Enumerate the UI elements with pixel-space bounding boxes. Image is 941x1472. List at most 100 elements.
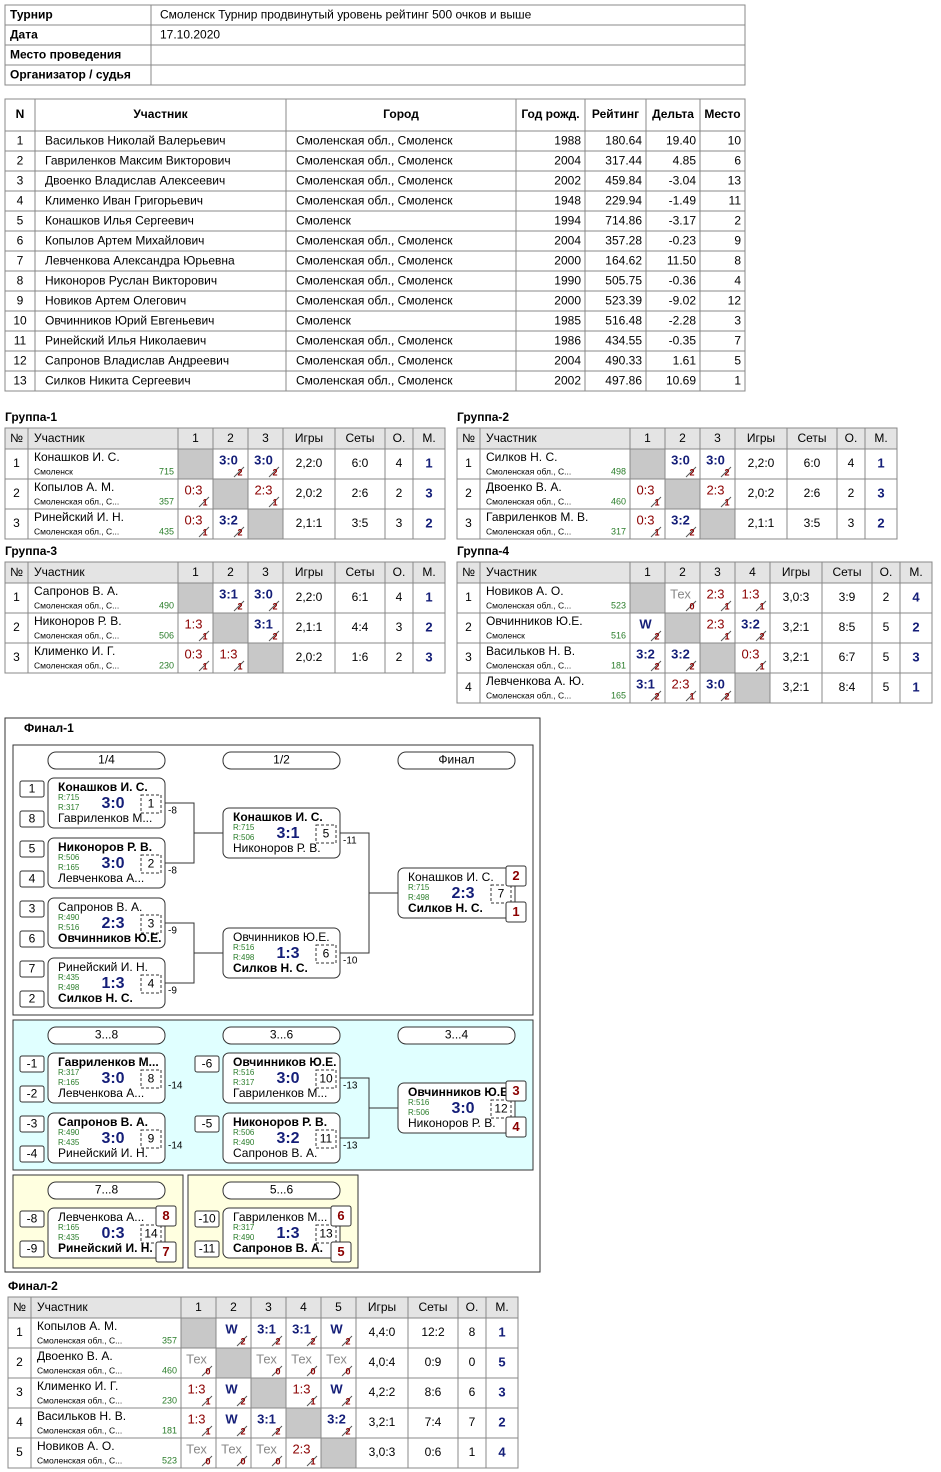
- table-text: 2004: [554, 354, 581, 368]
- cell: [479, 612, 631, 644]
- column-header: Участник: [486, 431, 537, 445]
- player-rating: R:317: [233, 1223, 255, 1232]
- player-rating: 230: [162, 1395, 177, 1405]
- row-number: 2: [465, 620, 472, 634]
- sets: 6:0: [352, 456, 369, 470]
- games: 3,2:1: [369, 1415, 396, 1429]
- cell: [30, 1407, 182, 1439]
- player-name: Никоноров Р. В.: [34, 614, 122, 628]
- cell: [407, 1377, 459, 1409]
- score-slash: [650, 690, 662, 702]
- cell: [27, 582, 179, 614]
- player-rating: 317: [611, 526, 626, 536]
- cell: [355, 1407, 409, 1439]
- match-number: 8: [148, 1072, 155, 1086]
- player-name: Гавриленков М...: [58, 811, 152, 825]
- match-box: [47, 777, 166, 829]
- table-text: Копылов Артем Михайлович: [45, 234, 204, 248]
- player-rating: 357: [162, 1335, 177, 1345]
- score-points: 2: [237, 467, 242, 477]
- header-cell: [4, 98, 36, 132]
- score: 3:0: [254, 586, 273, 601]
- player-name: Никоноров Р. В.: [58, 840, 152, 854]
- score-slash: [233, 600, 245, 612]
- player-rating: R:490: [233, 1138, 255, 1147]
- match-box: [222, 1207, 341, 1259]
- match-box: [397, 1082, 516, 1134]
- score-points: 1: [237, 661, 242, 671]
- seed-box: [19, 1210, 45, 1228]
- table-text: -9.02: [669, 294, 697, 308]
- table-text: 1: [734, 374, 741, 388]
- cell: [282, 612, 336, 644]
- table-text: 9: [17, 294, 24, 308]
- points: 4: [396, 456, 403, 470]
- score-slash: [201, 1365, 213, 1377]
- table-text: Смоленская обл., Смоленск: [296, 374, 453, 388]
- diagonal-cell: [664, 612, 701, 644]
- cell: [412, 582, 446, 614]
- player-rating: R:317: [58, 1068, 80, 1077]
- match-score: 1:3: [101, 975, 124, 992]
- place-box: [155, 1241, 177, 1263]
- sets: 8:5: [839, 620, 856, 634]
- player-name: Двоенко В. А.: [37, 1349, 113, 1363]
- sets: 3:5: [352, 516, 369, 530]
- table-text: -0.36: [669, 274, 697, 288]
- match-number: 2: [148, 857, 155, 871]
- points: 2: [848, 486, 855, 500]
- score-points: 0: [275, 1366, 280, 1376]
- sets: 6:1: [352, 590, 369, 604]
- score: 2:3: [706, 482, 724, 497]
- score-cell: [734, 582, 771, 614]
- place: 3: [425, 649, 432, 664]
- column-header: №: [13, 1300, 26, 1314]
- table-text: 13: [13, 374, 27, 388]
- games: 2,1:1: [296, 516, 323, 530]
- score-cell: [629, 612, 666, 644]
- score-points: 2: [759, 631, 764, 641]
- match-score: 0:3: [101, 1225, 124, 1242]
- games: 2,1:1: [748, 516, 775, 530]
- player-city: Смоленская обл., С...: [37, 1425, 122, 1435]
- player-rating: 715: [159, 466, 174, 476]
- match-number-box: [140, 794, 162, 814]
- score-cell: [247, 448, 284, 480]
- player-name: Новиков А. О.: [486, 584, 564, 598]
- score-cell: [180, 1407, 217, 1439]
- column-header: №: [462, 565, 475, 579]
- seed: -3: [27, 1117, 38, 1131]
- score-points: 2: [237, 601, 242, 611]
- column-header: М.: [874, 431, 887, 445]
- sets: 7:4: [425, 1415, 442, 1429]
- player-rating: R:498: [233, 953, 255, 962]
- match-score: 1:3: [276, 1225, 299, 1242]
- score-points: 2: [272, 631, 277, 641]
- player-name: Клименко И. Г.: [34, 644, 115, 658]
- table-text: Гавриленков Максим Викторович: [45, 154, 231, 168]
- cell: [27, 642, 179, 674]
- column-header: Игры: [368, 1300, 396, 1314]
- match-number: 6: [323, 947, 330, 961]
- score-cell: [664, 508, 701, 540]
- score-cell: [177, 478, 214, 510]
- group-title: Финал-2: [8, 1279, 58, 1293]
- seed-box: [19, 1240, 45, 1258]
- round-label: 7...8: [95, 1183, 119, 1197]
- table-text: Левченкова Александра Юрьевна: [45, 254, 235, 268]
- score-cell: [177, 642, 214, 674]
- player-name: Гавриленков М...: [233, 1210, 327, 1224]
- score-cell: [664, 582, 701, 614]
- player-rating: R:516: [408, 1098, 430, 1107]
- match-number-box: [140, 914, 162, 934]
- cell: [821, 672, 873, 704]
- diagonal-cell: [177, 582, 214, 614]
- table-text: Смоленская обл., Смоленск: [296, 154, 453, 168]
- score-slash: [306, 1365, 318, 1377]
- score: 1:3: [187, 1411, 205, 1426]
- match-score: 2:3: [101, 915, 124, 932]
- player-name: Конашков И. С.: [233, 810, 323, 824]
- score: 3:2: [671, 646, 690, 661]
- score: Тех: [326, 1351, 347, 1366]
- bracket-connector: [340, 832, 398, 954]
